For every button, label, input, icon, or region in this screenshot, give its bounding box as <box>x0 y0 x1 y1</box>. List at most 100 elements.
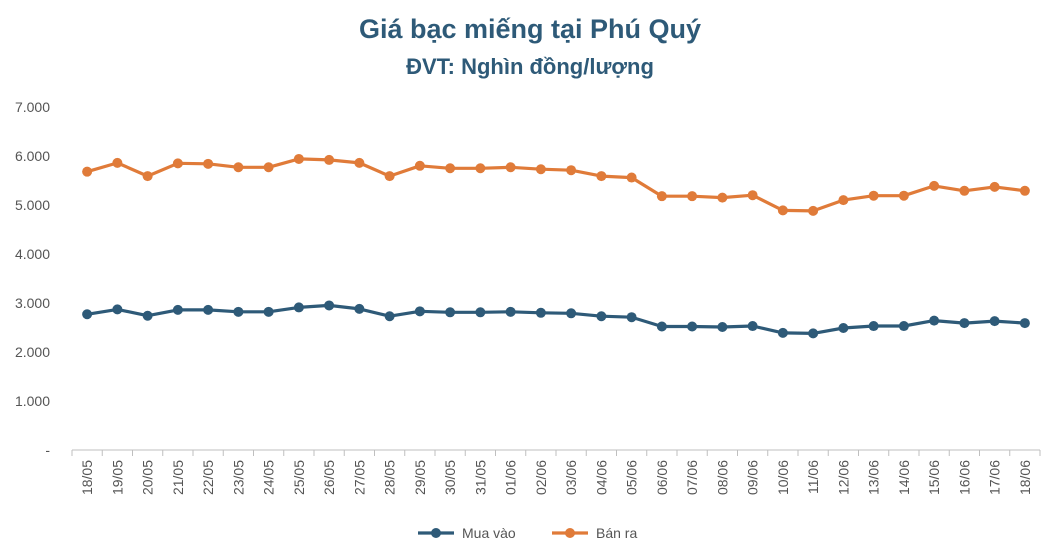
x-tick-label: 26/05 <box>321 460 337 495</box>
x-tick-label: 02/06 <box>533 460 549 495</box>
x-tick-label: 30/05 <box>442 460 458 495</box>
x-tick-label: 08/06 <box>714 460 730 495</box>
data-point <box>263 306 274 317</box>
x-tick-label: 13/06 <box>866 460 882 495</box>
y-tick-label: 7.000 <box>15 99 50 115</box>
y-tick-label: 5.000 <box>15 197 50 213</box>
data-point <box>82 166 93 177</box>
data-point <box>535 307 546 318</box>
data-point <box>505 306 516 317</box>
x-tick-label: 19/05 <box>109 460 125 495</box>
data-point <box>929 315 940 326</box>
x-tick-label: 07/06 <box>684 460 700 495</box>
data-point <box>112 157 123 168</box>
x-tick-label: 14/06 <box>896 460 912 495</box>
x-tick-label: 27/05 <box>351 460 367 495</box>
data-point <box>989 316 1000 327</box>
x-tick-label: 05/06 <box>624 460 640 495</box>
data-point <box>838 322 849 333</box>
data-point <box>233 306 244 317</box>
x-tick-label: 16/06 <box>956 460 972 495</box>
data-point <box>384 171 395 182</box>
legend-label: Bán ra <box>596 525 637 541</box>
y-axis: - 1.000 2.000 3.000 4.000 5.000 6.000 7.000 <box>15 99 50 458</box>
y-tick-label: 2.000 <box>15 344 50 360</box>
data-point <box>687 191 698 202</box>
data-point <box>626 312 637 323</box>
data-point <box>475 163 486 174</box>
data-point <box>838 195 849 206</box>
data-point <box>142 171 153 182</box>
x-tick-label: 09/06 <box>745 460 761 495</box>
data-point <box>747 190 758 201</box>
data-point <box>505 162 516 173</box>
legend-item: Bán ra <box>552 525 637 541</box>
data-point <box>717 322 728 333</box>
data-point <box>959 318 970 329</box>
data-point <box>808 328 819 339</box>
legend-marker <box>565 528 575 538</box>
x-tick-label: 20/05 <box>140 460 156 495</box>
legend-item: Mua vào <box>418 525 516 541</box>
data-point <box>868 321 879 332</box>
data-point <box>414 306 425 317</box>
data-point <box>626 172 637 183</box>
data-point <box>777 205 788 216</box>
x-tick-label: 28/05 <box>382 460 398 495</box>
y-tick-label: 4.000 <box>15 246 50 262</box>
data-point <box>929 180 940 191</box>
data-point <box>203 158 214 169</box>
x-tick-label: 22/05 <box>200 460 216 495</box>
series-line <box>86 157 1026 213</box>
x-tick-label: 18/05 <box>79 460 95 495</box>
data-point <box>293 153 304 164</box>
data-point <box>898 321 909 332</box>
data-point <box>414 160 425 171</box>
data-point <box>112 304 123 315</box>
legend: Mua vào Bán ra <box>418 525 637 541</box>
data-point <box>263 162 274 173</box>
data-point <box>596 171 607 182</box>
series-mua-vao <box>82 300 1030 339</box>
data-point <box>82 309 93 320</box>
data-point <box>172 304 183 315</box>
data-point <box>566 165 577 176</box>
legend-marker <box>431 528 441 538</box>
data-point <box>172 158 183 169</box>
x-axis: 18/05 19/05 20/05 21/05 22/05 23/05 24/05 25/05… <box>71 449 1041 495</box>
x-tick-label: 06/06 <box>654 460 670 495</box>
data-point <box>868 190 879 201</box>
x-tick-label: 23/05 <box>230 460 246 495</box>
y-tick-label: 6.000 <box>15 148 50 164</box>
data-point <box>989 181 1000 192</box>
chart-subtitle: ĐVT: Nghìn đồng/lượng <box>406 54 654 79</box>
data-point <box>142 310 153 321</box>
data-point <box>687 321 698 332</box>
data-point <box>475 307 486 318</box>
plot-area <box>82 153 1030 339</box>
data-point <box>656 321 667 332</box>
x-tick-label: 01/06 <box>503 460 519 495</box>
x-tick-label: 12/06 <box>835 460 851 495</box>
data-point <box>445 163 456 174</box>
x-tick-label: 25/05 <box>291 460 307 495</box>
x-tick-label: 18/06 <box>1017 460 1033 495</box>
data-point <box>566 308 577 319</box>
data-point <box>808 205 819 216</box>
x-tick-label: 29/05 <box>412 460 428 495</box>
x-tick-label: 21/05 <box>170 460 186 495</box>
data-point <box>777 327 788 338</box>
series-line <box>86 303 1026 335</box>
data-point <box>324 154 335 165</box>
y-tick-label: 1.000 <box>15 393 50 409</box>
data-point <box>233 162 244 173</box>
data-point <box>1019 185 1030 196</box>
data-point <box>959 185 970 196</box>
x-tick-label: 17/06 <box>987 460 1003 495</box>
data-point <box>324 300 335 311</box>
data-point <box>747 321 758 332</box>
data-point <box>535 164 546 175</box>
x-tick-label: 11/06 <box>805 460 821 494</box>
data-point <box>898 190 909 201</box>
data-point <box>203 304 214 315</box>
